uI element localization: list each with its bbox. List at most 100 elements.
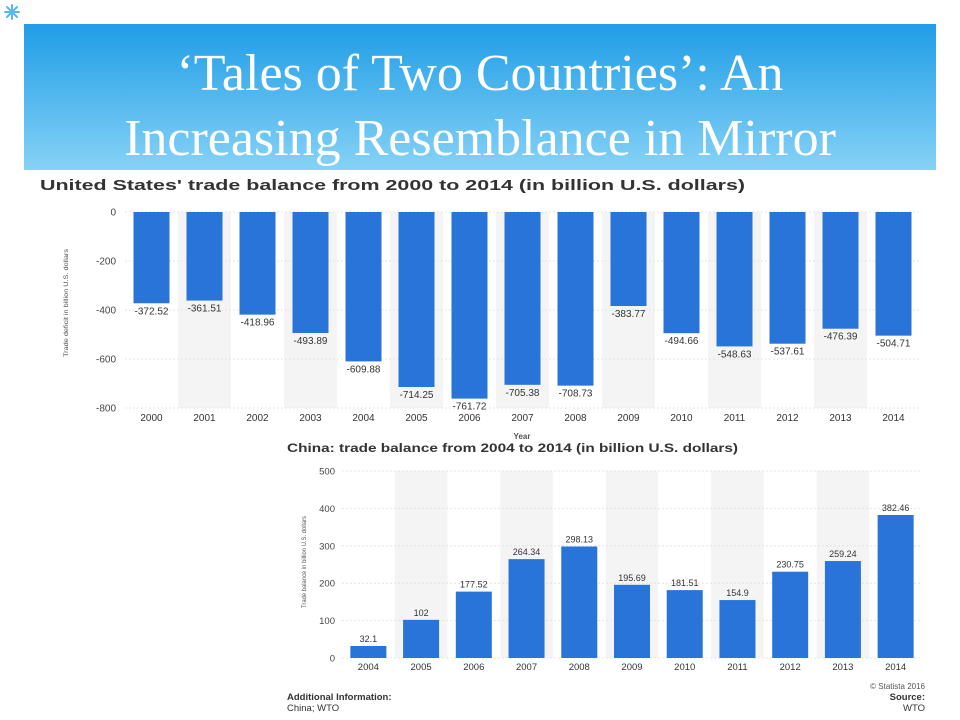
source-label: Source: (890, 692, 925, 703)
copyright-text: © Statista 2016 (870, 682, 925, 691)
china-value-label-2006: 177.52 (460, 580, 488, 590)
china-value-label-2009: 195.69 (618, 573, 646, 583)
china-y-tick-label: 0 (330, 654, 335, 665)
us-value-label-2007: -705.38 (506, 388, 540, 399)
china-x-tick-label-2012: 2012 (780, 662, 801, 673)
china-y-tick-label: 500 (319, 467, 335, 478)
china-chart-plot-area: 0 100 200 300 400 500 32.1 2004 102 2005 177.52 200… (319, 467, 922, 673)
slide-title-line-1: ‘Tales of Two Countries’: An (176, 45, 784, 102)
china-bar-2009 (614, 584, 650, 658)
us-value-label-2005: -714.25 (400, 390, 434, 401)
us-value-label-2012: -537.61 (771, 347, 805, 358)
china-y-axis-label: Trade balance in billion U.S. dollars (302, 516, 308, 608)
china-y-tick-label: 100 (319, 616, 335, 627)
china-bar-2014 (877, 514, 914, 658)
us-bar-2009 (610, 212, 647, 307)
us-value-label-2004: -609.88 (347, 364, 381, 375)
us-x-tick-label-2001: 2001 (193, 413, 216, 424)
us-bar-2012 (769, 212, 806, 344)
china-y-tick-label: 300 (319, 541, 335, 552)
china-x-tick-label-2009: 2009 (621, 662, 642, 673)
us-value-label-2003: -493.89 (294, 336, 328, 347)
us-value-label-2013: -476.39 (824, 332, 858, 343)
us-bar-2004 (345, 212, 382, 362)
us-y-tick-label: -200 (96, 257, 116, 268)
china-y-tick-label: 400 (319, 504, 335, 515)
us-bar-2014 (875, 212, 912, 336)
us-x-axis-label: Year (514, 432, 531, 441)
china-x-tick-label-2004: 2004 (358, 662, 379, 673)
china-bar-2010 (666, 590, 703, 658)
china-value-label-2007: 264.34 (513, 547, 541, 557)
us-x-tick-label-2011: 2011 (724, 413, 746, 424)
us-y-tick-label: -600 (96, 355, 116, 366)
us-value-label-2008: -708.73 (559, 389, 593, 400)
us-bar-2013 (822, 212, 859, 329)
us-bar-2003 (292, 212, 329, 334)
us-x-tick-label-2010: 2010 (670, 413, 693, 424)
china-bar-2008 (561, 546, 598, 658)
china-x-tick-label-2006: 2006 (463, 662, 484, 673)
china-x-tick-label-2013: 2013 (832, 662, 853, 673)
us-y-tick-label: -400 (96, 306, 116, 317)
us-bar-2002 (239, 212, 276, 315)
slide-title-line-2: Increasing Resemblance in Mirror (124, 110, 836, 167)
us-bar-2008 (557, 212, 594, 386)
us-bar-2000 (133, 212, 170, 304)
china-chart-title: China: trade balance from 2004 to 2014 (… (287, 441, 738, 455)
china-x-tick-label-2008: 2008 (569, 662, 590, 673)
us-trade-balance-chart: United States' trade balance from 2000 t… (40, 178, 920, 441)
us-bar-2010 (663, 212, 700, 334)
china-y-tick-label: 200 (319, 579, 335, 590)
us-x-tick-label-2002: 2002 (246, 413, 269, 424)
china-bar-2011 (719, 600, 756, 658)
us-x-tick-label-2008: 2008 (564, 413, 587, 424)
china-value-label-2004: 32.1 (360, 634, 378, 644)
us-value-label-2009: -383.77 (612, 309, 646, 320)
china-value-label-2014: 382.46 (882, 503, 910, 513)
us-value-label-2006: -761.72 (453, 402, 487, 413)
china-value-label-2012: 230.75 (776, 560, 804, 570)
us-y-axis-label: Trade deficit in billion U.S. dollars (63, 248, 70, 357)
us-x-tick-label-2005: 2005 (405, 413, 428, 424)
us-bar-2005 (398, 212, 435, 387)
us-value-label-2002: -418.96 (241, 318, 275, 329)
china-x-tick-label-2011: 2011 (727, 662, 747, 673)
us-x-tick-label-2007: 2007 (511, 413, 534, 424)
china-bar-2005 (403, 619, 440, 658)
us-bar-2006 (451, 212, 488, 399)
china-bar-2004 (350, 645, 387, 658)
chart-footer: Additional Information: China; WTO © Sta… (287, 682, 926, 714)
us-y-tick-label: -800 (96, 404, 116, 415)
additional-info-label: Additional Information: (287, 692, 392, 703)
slide-title: ‘Tales of Two Countries’: An Increasing … (24, 24, 936, 170)
title-banner: ‘Tales of Two Countries’: An Increasing … (24, 24, 936, 170)
china-value-label-2005: 102 (414, 608, 429, 618)
china-x-tick-label-2007: 2007 (516, 662, 537, 673)
us-x-tick-label-2003: 2003 (299, 413, 322, 424)
china-value-label-2013: 259.24 (829, 549, 857, 559)
china-x-tick-label-2014: 2014 (885, 662, 906, 673)
us-x-tick-label-2013: 2013 (829, 413, 852, 424)
us-chart-title: United States' trade balance from 2000 t… (40, 178, 745, 194)
china-bar-2006 (455, 591, 492, 658)
china-value-label-2010: 181.51 (671, 578, 699, 588)
us-bar-2001 (186, 212, 223, 301)
source-value: WTO (903, 703, 925, 714)
china-bar-2012 (772, 571, 809, 658)
asterisk-icon (4, 4, 20, 20)
us-value-label-2011: -548.63 (718, 349, 752, 360)
additional-info-value: China; WTO (287, 703, 339, 714)
china-value-label-2011: 154.9 (726, 588, 749, 598)
china-x-tick-label-2005: 2005 (411, 662, 432, 673)
china-trade-balance-chart: China: trade balance from 2004 to 2014 (… (287, 441, 922, 673)
us-value-label-2014: -504.71 (877, 339, 911, 350)
china-x-tick-label-2010: 2010 (674, 662, 695, 673)
us-x-tick-label-2012: 2012 (776, 413, 799, 424)
us-value-label-2000: -372.52 (135, 306, 169, 317)
us-x-tick-label-2006: 2006 (458, 413, 481, 424)
us-bar-2007 (504, 212, 541, 385)
us-y-tick-label: 0 (110, 208, 116, 219)
us-x-tick-label-2004: 2004 (352, 413, 375, 424)
